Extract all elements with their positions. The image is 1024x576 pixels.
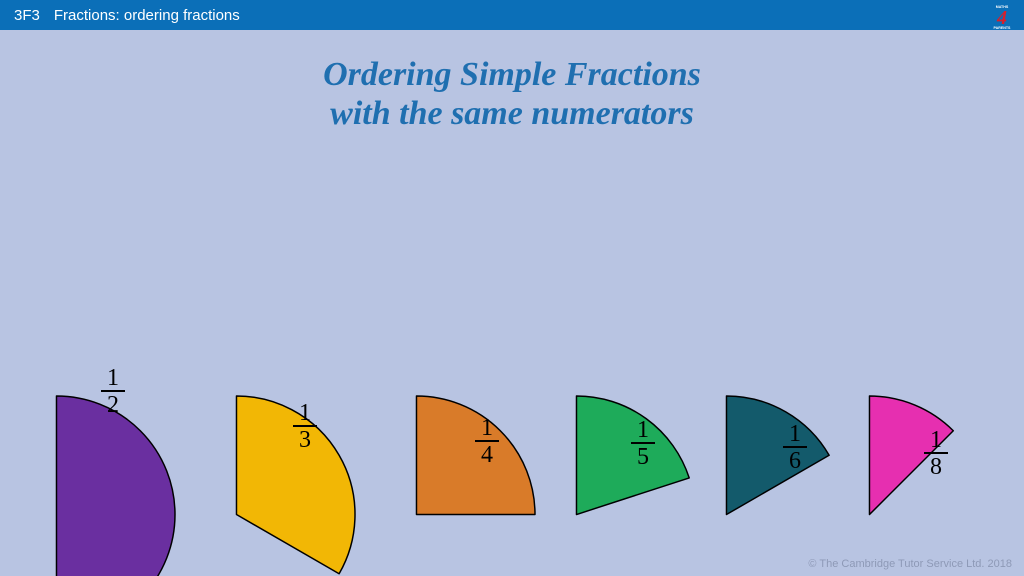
lesson-topic: Fractions: ordering fractions [54, 7, 240, 24]
fraction-denominator: 3 [293, 427, 317, 452]
fraction-label: 13 [293, 401, 317, 452]
fraction-label: 12 [101, 366, 125, 417]
fraction-label: 16 [783, 422, 807, 473]
maths-4-parents-logo-icon: MATHS 4 PARENTS [988, 2, 1016, 30]
lesson-code: 3F3 [14, 7, 40, 24]
fraction-label: 18 [924, 428, 948, 479]
header-bar: 3F3 Fractions: ordering fractions MATHS … [0, 0, 1024, 30]
fraction-denominator: 8 [924, 454, 948, 479]
fraction-denominator: 2 [101, 392, 125, 417]
fraction-sector: 18 [868, 276, 1024, 516]
title-line-2: with the same numerators [0, 94, 1024, 133]
fraction-numerator: 1 [924, 428, 948, 454]
fraction-sectors-row: 121314151618 [0, 216, 1024, 516]
fraction-numerator: 1 [475, 416, 499, 442]
slide: 3F3 Fractions: ordering fractions MATHS … [0, 0, 1024, 576]
fraction-numerator: 1 [293, 401, 317, 427]
svg-text:PARENTS: PARENTS [994, 26, 1012, 30]
fraction-label: 15 [631, 418, 655, 469]
fraction-numerator: 1 [101, 366, 125, 392]
title-line-1: Ordering Simple Fractions [0, 55, 1024, 94]
fraction-denominator: 5 [631, 444, 655, 469]
fraction-numerator: 1 [783, 422, 807, 448]
fraction-denominator: 6 [783, 448, 807, 473]
fraction-numerator: 1 [631, 418, 655, 444]
copyright-text: © The Cambridge Tutor Service Ltd. 2018 [808, 558, 1012, 570]
slide-title: Ordering Simple Fractions with the same … [0, 55, 1024, 133]
fraction-denominator: 4 [475, 442, 499, 467]
fraction-label: 14 [475, 416, 499, 467]
